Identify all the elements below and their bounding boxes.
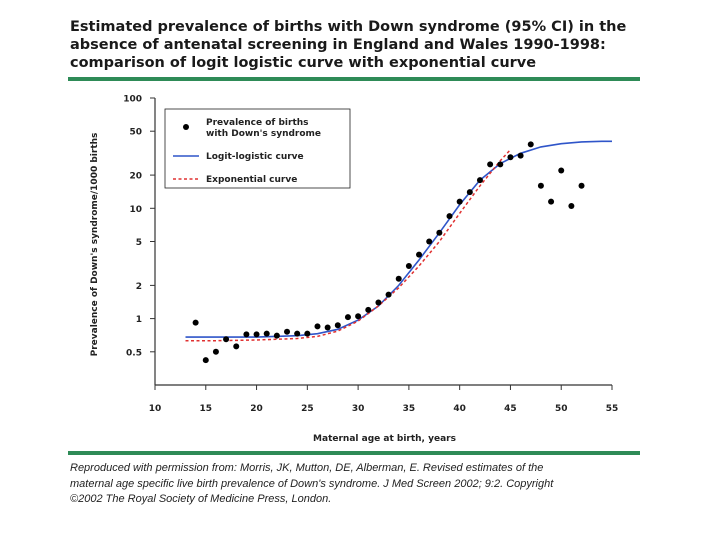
caption-line-1: Reproduced with permission from: Morris,…	[70, 462, 544, 474]
chart-axes: 10 15 20 25 30 35 40 45 50 550.5125102050100Mater…	[90, 95, 618, 445]
data-point	[537, 182, 544, 189]
y-tick-label: 5	[136, 238, 142, 248]
data-point	[223, 336, 230, 343]
x-tick-label: 35	[403, 404, 416, 414]
caption-line-2: maternal age specific live birth prevale…	[70, 477, 554, 490]
data-point	[466, 189, 473, 196]
data-point	[334, 322, 341, 329]
x-tick-label: 25	[301, 404, 314, 414]
data-point	[405, 262, 412, 269]
y-tick-label: 2	[136, 282, 142, 292]
x-tick-label: 55	[606, 404, 619, 414]
y-tick-label: 1	[136, 315, 142, 325]
x-tick-label: 15	[200, 404, 213, 414]
data-point	[294, 330, 301, 337]
data-point	[395, 275, 402, 282]
x-tick-label: 30	[352, 404, 365, 414]
x-tick-label: 40	[453, 404, 466, 414]
data-point	[476, 177, 483, 184]
data-point	[355, 313, 362, 320]
title-line-1: Estimated prevalence of births with Down…	[70, 19, 627, 35]
data-point	[578, 182, 585, 189]
y-tick-label: 50	[129, 128, 142, 138]
data-point	[497, 161, 504, 168]
logit-logistic-curve	[185, 140, 612, 338]
data-point	[548, 198, 555, 205]
data-point	[365, 306, 372, 313]
data-point	[273, 332, 280, 339]
y-tick-label: 20	[129, 172, 142, 182]
data-point	[385, 291, 392, 298]
x-tick-label: 20	[250, 404, 263, 414]
caption-line-3: ©2002 The Royal Society of Medicine Pres…	[70, 493, 332, 505]
legend-label-exp: Exponential curve	[206, 175, 297, 185]
legend-label-points-line-1: Prevalence of births	[206, 118, 309, 128]
x-tick-label: 45	[504, 404, 517, 414]
chart-points	[192, 141, 585, 364]
data-point	[284, 328, 291, 335]
data-point	[304, 330, 311, 337]
y-axis-label: Prevalence of Down's syndrome/1000 birth…	[90, 133, 100, 357]
citation-caption: Reproduced with permission from: Morris,…	[70, 461, 640, 508]
data-point	[192, 319, 199, 326]
data-point	[446, 213, 453, 220]
bottom-divider	[68, 451, 640, 455]
data-point	[436, 229, 443, 236]
data-point	[263, 330, 270, 337]
data-point	[375, 299, 382, 306]
x-tick-label: 10	[149, 404, 162, 414]
chart-curves	[185, 140, 612, 342]
data-point	[517, 152, 524, 159]
data-point	[243, 331, 250, 338]
data-point	[233, 343, 240, 350]
chart-title: Estimated prevalence of births with Down…	[70, 18, 670, 72]
x-axis-label: Maternal age at birth, years	[313, 434, 456, 444]
title-line-2: absence of antenatal screening in Englan…	[70, 37, 606, 53]
x-tick-label: 50	[555, 404, 568, 414]
data-point	[416, 251, 423, 258]
data-point	[314, 323, 321, 330]
data-point	[253, 331, 260, 338]
data-point	[426, 238, 433, 245]
data-point	[558, 167, 565, 174]
data-point	[324, 324, 331, 331]
data-point	[527, 141, 534, 148]
data-point	[487, 161, 494, 168]
data-point	[212, 348, 219, 355]
legend-point-marker	[183, 124, 189, 130]
y-tick-label: 10	[129, 205, 142, 215]
data-point	[344, 314, 351, 321]
legend-box	[164, 108, 351, 189]
top-divider	[68, 77, 640, 81]
data-point	[456, 198, 463, 205]
data-point	[507, 154, 514, 161]
legend-label-logit: Logit-logistic curve	[206, 152, 304, 162]
title-line-3: comparison of logit logistic curve with …	[70, 55, 537, 71]
exponential-curve	[185, 149, 511, 342]
data-point	[568, 202, 575, 209]
y-tick-label: 0.5	[126, 348, 142, 358]
y-tick-label: 100	[123, 95, 142, 105]
legend-label-points-line-2: with Down's syndrome	[206, 129, 321, 139]
data-point	[202, 357, 209, 364]
